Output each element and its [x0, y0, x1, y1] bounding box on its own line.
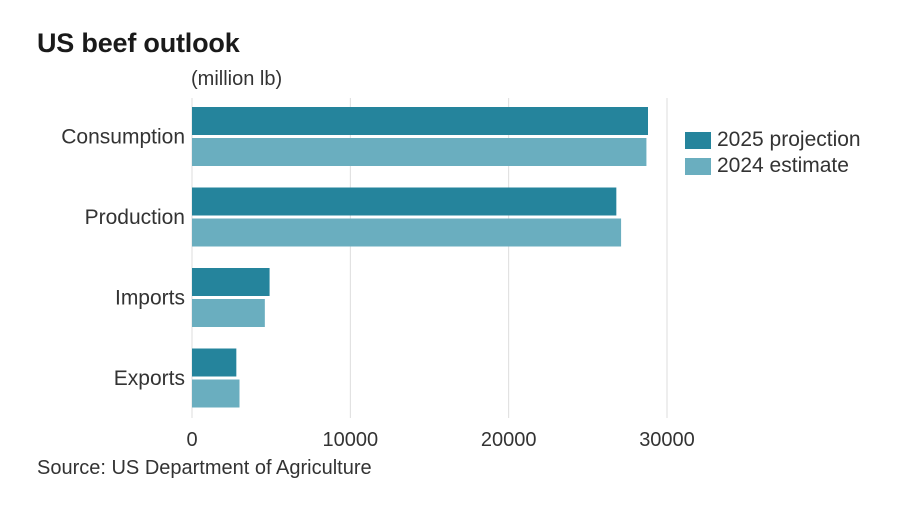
- bar-production-2025: [192, 187, 617, 216]
- bar-exports-2024: [192, 379, 240, 408]
- bar-production-2024: [192, 218, 622, 247]
- category-labels: Consumption Production Imports Exports: [61, 126, 185, 391]
- x-tick-label: 10000: [323, 429, 379, 451]
- unit-label: (million lb): [191, 68, 283, 90]
- category-label: Consumption: [61, 126, 185, 149]
- bar-imports-2025: [192, 268, 270, 296]
- legend-swatch-2025: [685, 131, 711, 149]
- bar-imports-2024: [192, 299, 265, 327]
- bar-exports-2025: [192, 348, 237, 377]
- category-label: Production: [85, 206, 185, 229]
- bar-consumption-2024: [192, 138, 647, 166]
- source-note: Source: US Department of Agriculture: [37, 457, 372, 479]
- x-tick-label: 0: [186, 429, 197, 451]
- legend: 2025 projection 2024 estimate: [685, 127, 861, 179]
- x-tick-label: 20000: [481, 429, 537, 451]
- bar-consumption-2025: [192, 107, 648, 135]
- x-axis-ticks: 0 10000 20000 30000: [186, 429, 694, 451]
- legend-item-2025: 2025 projection: [685, 127, 861, 153]
- legend-item-2024: 2024 estimate: [685, 153, 861, 179]
- legend-label-2025: 2025 projection: [717, 128, 861, 151]
- x-tick-label: 30000: [639, 429, 695, 451]
- category-label: Imports: [115, 287, 185, 310]
- legend-swatch-2024: [685, 157, 711, 175]
- legend-label-2024: 2024 estimate: [717, 154, 849, 177]
- chart-title: US beef outlook: [37, 28, 240, 58]
- bars: [192, 107, 648, 408]
- category-label: Exports: [114, 367, 185, 390]
